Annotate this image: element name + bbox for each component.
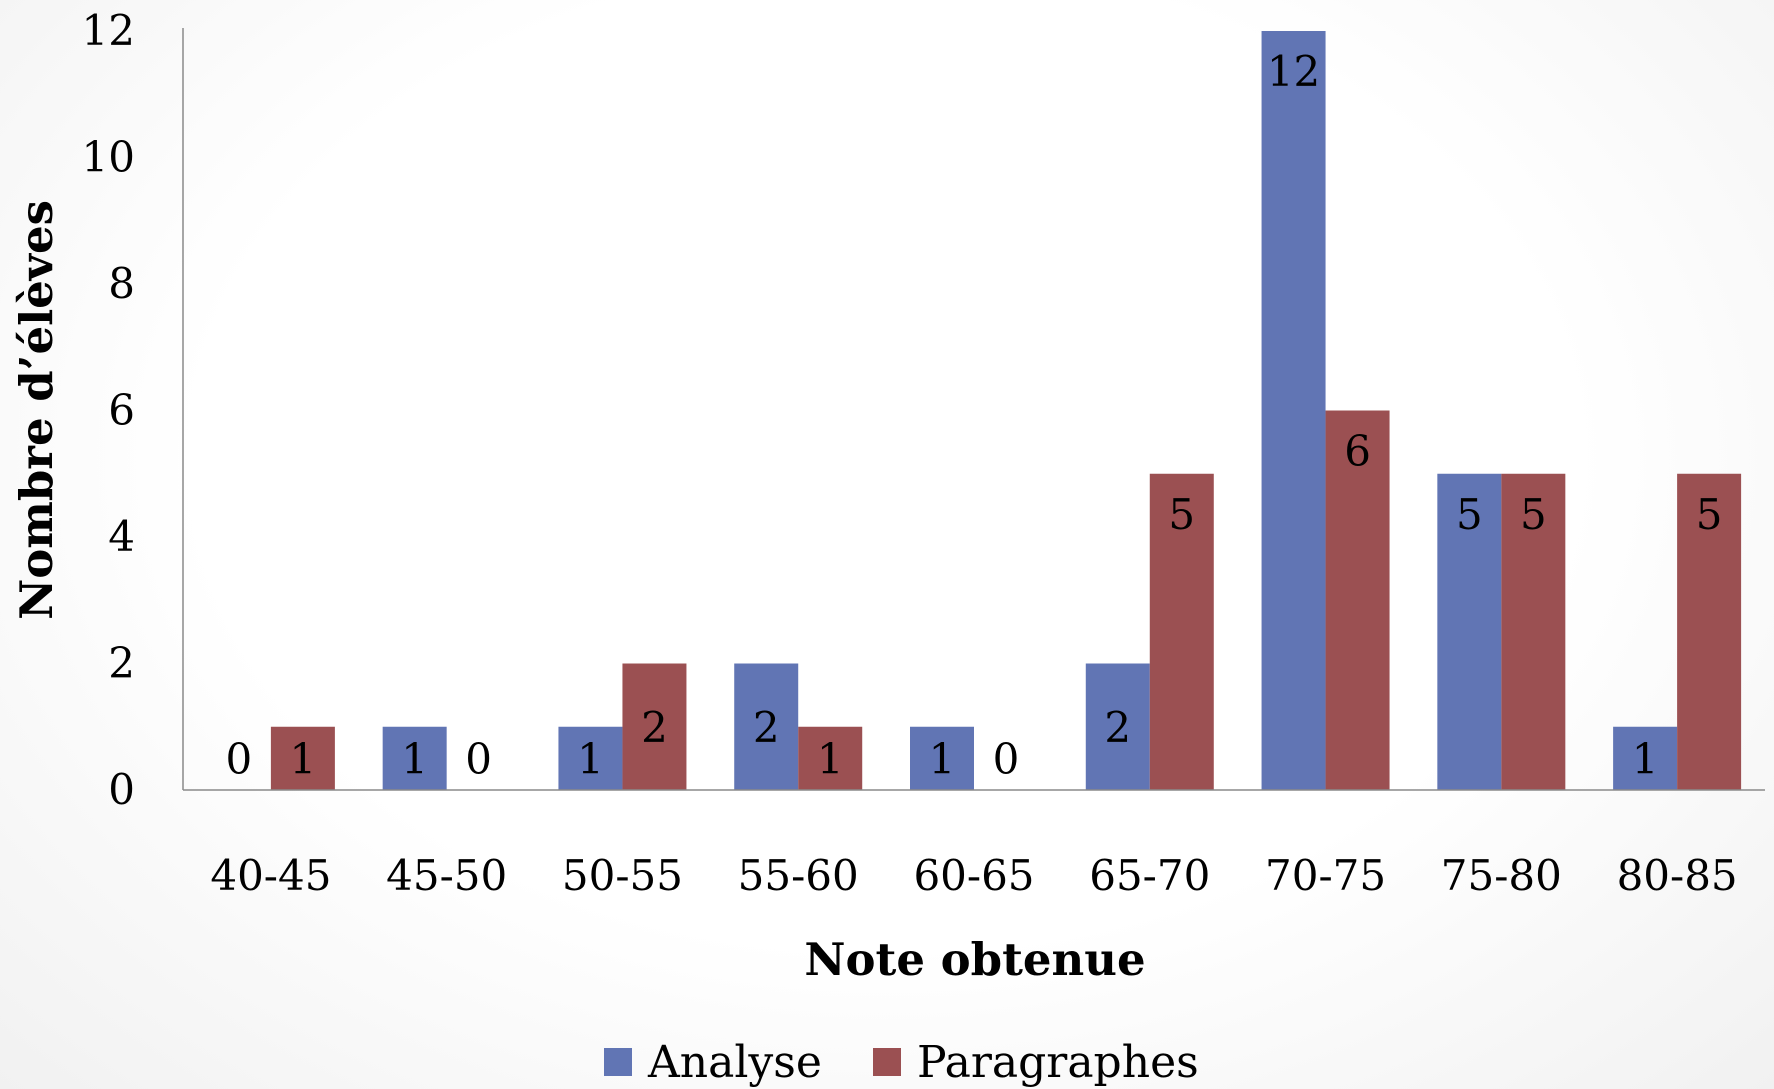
data-label-analyse-70-75: 12: [1267, 47, 1320, 96]
data-label-paragraphes-70-75: 6: [1344, 427, 1371, 476]
bar-analyse-50-55: [558, 726, 623, 790]
data-label-paragraphes-55-60: 1: [817, 734, 844, 783]
x-axis-title: Note obtenue: [804, 933, 1145, 986]
bar-paragraphes-80-85: [1677, 473, 1742, 790]
data-label-analyse-40-45: 0: [226, 734, 253, 783]
x-tick-label: 65-70: [1089, 851, 1210, 900]
y-axis-title: Nombre d’élèves: [10, 200, 63, 620]
data-label-analyse-65-70: 2: [1104, 703, 1131, 752]
data-label-paragraphes-80-85: 5: [1696, 490, 1723, 539]
x-tick-label: 80-85: [1617, 851, 1738, 900]
bar-paragraphes-55-60: [798, 726, 863, 790]
x-tick-label: 45-50: [386, 851, 507, 900]
y-axis-ticks: 0 2 4 6 8 10 12: [82, 6, 135, 814]
legend-label-paragraphes: Paragraphes: [917, 1037, 1199, 1088]
x-axis-ticks: 40-45 45-50 50-55 55-60 60-65 65-70 70-75 75-80…: [210, 851, 1737, 900]
y-tick-label: 0: [108, 765, 135, 814]
legend-swatch-analyse: [604, 1048, 632, 1076]
data-label-analyse-45-50: 1: [401, 734, 428, 783]
legend-label-analyse: Analyse: [647, 1037, 822, 1088]
data-label-paragraphes-65-70: 5: [1168, 490, 1195, 539]
y-tick-label: 12: [82, 6, 135, 55]
y-tick-label: 4: [108, 512, 135, 561]
x-tick-label: 70-75: [1265, 851, 1386, 900]
bar-analyse-55-60: [734, 663, 799, 790]
bar-analyse-80-85: [1613, 726, 1678, 790]
data-label-paragraphes-60-65: 0: [993, 734, 1020, 783]
bar-analyse-45-50: [382, 726, 447, 790]
legend: Analyse Paragraphes: [604, 1037, 1199, 1088]
bar-paragraphes-65-70: [1149, 473, 1214, 790]
data-label-paragraphes-40-45: 1: [290, 734, 317, 783]
x-tick-label: 40-45: [210, 851, 331, 900]
data-label-analyse-55-60: 2: [753, 703, 780, 752]
x-tick-label: 50-55: [562, 851, 683, 900]
data-label-analyse-75-80: 5: [1456, 490, 1483, 539]
data-label-paragraphes-45-50: 0: [465, 734, 492, 783]
x-tick-label: 60-65: [913, 851, 1034, 900]
data-label-paragraphes-75-80: 5: [1520, 490, 1547, 539]
bar-paragraphes-50-55: [622, 663, 687, 790]
data-label-paragraphes-50-55: 2: [641, 703, 668, 752]
bar-paragraphes-75-80: [1501, 473, 1566, 790]
bar-paragraphes-70-75: [1325, 410, 1390, 790]
bar-analyse-60-65: [910, 726, 974, 790]
bars-layer: [270, 31, 1742, 790]
y-tick-label: 10: [82, 133, 135, 182]
bar-paragraphes-40-45: [270, 726, 335, 790]
bar-analyse-75-80: [1437, 473, 1502, 790]
y-tick-label: 6: [108, 386, 135, 435]
x-tick-label: 55-60: [738, 851, 859, 900]
data-label-analyse-60-65: 1: [929, 734, 956, 783]
bar-analyse-65-70: [1085, 663, 1150, 790]
y-tick-label: 8: [108, 259, 135, 308]
legend-swatch-paragraphes: [873, 1048, 901, 1076]
data-label-analyse-50-55: 1: [577, 734, 604, 783]
bar-analyse-70-75: [1261, 31, 1326, 790]
data-label-analyse-80-85: 1: [1632, 734, 1659, 783]
x-tick-label: 75-80: [1441, 851, 1562, 900]
y-tick-label: 2: [108, 639, 135, 688]
